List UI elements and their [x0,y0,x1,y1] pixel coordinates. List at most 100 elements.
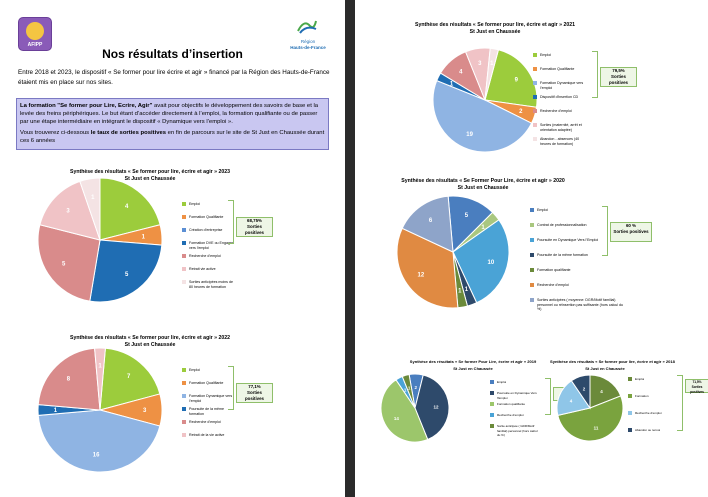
pie-slice [589,374,622,409]
legend-item: Sorties anticipées ( moyenne: DGR/Motif … [530,298,625,312]
legend-item: Retrait vie active [182,267,237,272]
legend-label: Retrait de la vie active [189,433,225,437]
legend-item: Poursuite de la même formation [530,253,625,258]
legend-item: Retrait de la vie active [182,433,237,438]
legend-swatch [628,377,632,381]
legend-swatch [182,267,186,271]
pie-slice [401,195,454,253]
pie-data-label: 1 [490,61,494,67]
info-box-line2-a: Vous trouverez ci-dessous [20,129,91,136]
positive-rate-value: 68,75% [247,218,262,223]
legend-item: Recherche d’emploi [628,411,673,416]
legend-item: Sorties anticipées moins de 80 heures de… [182,280,237,289]
pie-data-label: 11 [594,426,599,431]
chart-title: Synthèse des résultats « Se former pour … [405,22,585,36]
legend-label: Sortie anticipée ( GDR/Motif familial) p… [497,424,538,437]
legend-bracket [592,51,598,98]
pie-data-label: 4 [600,389,603,394]
legend-swatch [182,280,186,284]
positive-rate-label: Sorties positives [244,224,265,235]
legend-item: Dispositif d’insertion CD [533,95,588,100]
positive-rate-box: 68,75% Sorties positives [236,217,273,237]
legend-item: Abandon - absences (40 heures de formati… [533,137,588,146]
legend-swatch [182,407,186,411]
pie-slice [39,180,101,241]
pie-data-label: 8 [67,376,71,382]
pie-slice [396,227,459,309]
legend-item: Recherche d’emploi [182,420,237,425]
region-mark-icon [297,20,317,34]
legend-bracket [677,375,683,432]
pie-chart: 4 11 4 2 [556,374,624,442]
pie-slice [380,379,429,443]
legend-label: Emploi [540,53,551,57]
legend-bracket [545,378,551,416]
legend-swatch [533,53,537,57]
legend-item: Formation Dynamique vers l’emploi [533,81,588,90]
pie-data-label: 9 [515,77,519,83]
legend-label: Poursuite de la même formation [537,253,588,257]
pie-data-label: 4 [125,204,129,210]
legend-swatch [490,413,494,417]
pie-data-label: 2 [414,385,417,390]
legend-swatch [533,137,537,141]
legend-item: Emploi [530,208,625,213]
chart-subtitle-text: St Just en Chaussée [469,29,521,35]
pie-data-label: 2 [519,109,523,115]
pie-slice [414,374,450,441]
pie-data-label: 1 [91,195,95,201]
legend-label: Abandon - absences (40 heures de formati… [540,137,580,146]
chart-title: Synthèse des résultats « Se former pour … [60,169,240,183]
legend-bracket [228,200,234,244]
positive-rate-box: 79,5% Sorties positives [600,67,637,87]
pie-data-label: 1 [142,234,146,240]
info-box: La formation "Se former pour Lire, Ecrir… [16,98,329,150]
pie-slice [401,373,416,409]
positive-rate-label: Sorties positives [613,229,649,234]
legend-label: Dispositif d’insertion CD [540,95,579,99]
pie-data-label: 16 [93,452,100,458]
legend-swatch [182,420,186,424]
left-page: AFIPP Région Hauts-de-France Nos résulta… [0,0,345,497]
pie-data-label: 10 [488,260,495,266]
pie-slice [432,79,533,153]
legend-item: Sorties (maternité, arrêt et orientation… [533,123,588,132]
pie-data-label: 12 [434,405,440,410]
legend-swatch [490,402,494,406]
pie-data-label: 3 [66,209,70,215]
legend-item: Recherche d’emploi [490,413,540,418]
pie-data-label: 12 [418,272,425,278]
legend-swatch [182,254,186,258]
pie-data-label: 1 [450,81,454,87]
legend-label: Sorties anticipées ( moyenne: DGR/Motif … [537,298,624,311]
pie-data-label: 1 [465,287,469,293]
positive-rate-box: 60 %Sorties positives [610,222,652,242]
chart-subtitle-text: St Just en Chaussée [457,185,509,191]
pie-slice [484,47,500,101]
legend-label: Poursuite en Dynamique Vers l’Emploi [537,238,599,242]
right-page: Synthèse des résultats « Se former pour … [355,0,708,497]
legend-item: Formation Qualifiante [533,67,588,72]
positive-rate-box: 71,5% Sorties positives [685,379,708,394]
pie-slice [556,380,591,416]
pie-slice [37,409,161,473]
afipp-logo: AFIPP [18,17,52,51]
pie-slice [37,347,101,411]
pie-slice [89,239,163,303]
chart-title-text: Synthèse des résultats « Se Former Pour … [401,178,565,184]
chart-subtitle-text: St Just en Chaussée [453,366,493,371]
legend-swatch [628,428,632,432]
logo-left-text: AFIPP [27,42,43,48]
legend-swatch [182,368,186,372]
chart-title-text: Synthèse des résultats « Se former pour … [414,22,576,28]
positive-rate-value: 71,5% [692,380,702,384]
legend-swatch [182,228,186,232]
pie-slice [79,177,101,241]
intro-paragraph: Entre 2018 et 2023, le dispositif « Se f… [18,69,330,86]
legend-label: Formation Dynamique vers l’emploi [189,394,233,403]
legend-label: Emploi [189,202,200,206]
pie-slice [94,347,106,411]
legend-label: Emploi [537,208,548,212]
